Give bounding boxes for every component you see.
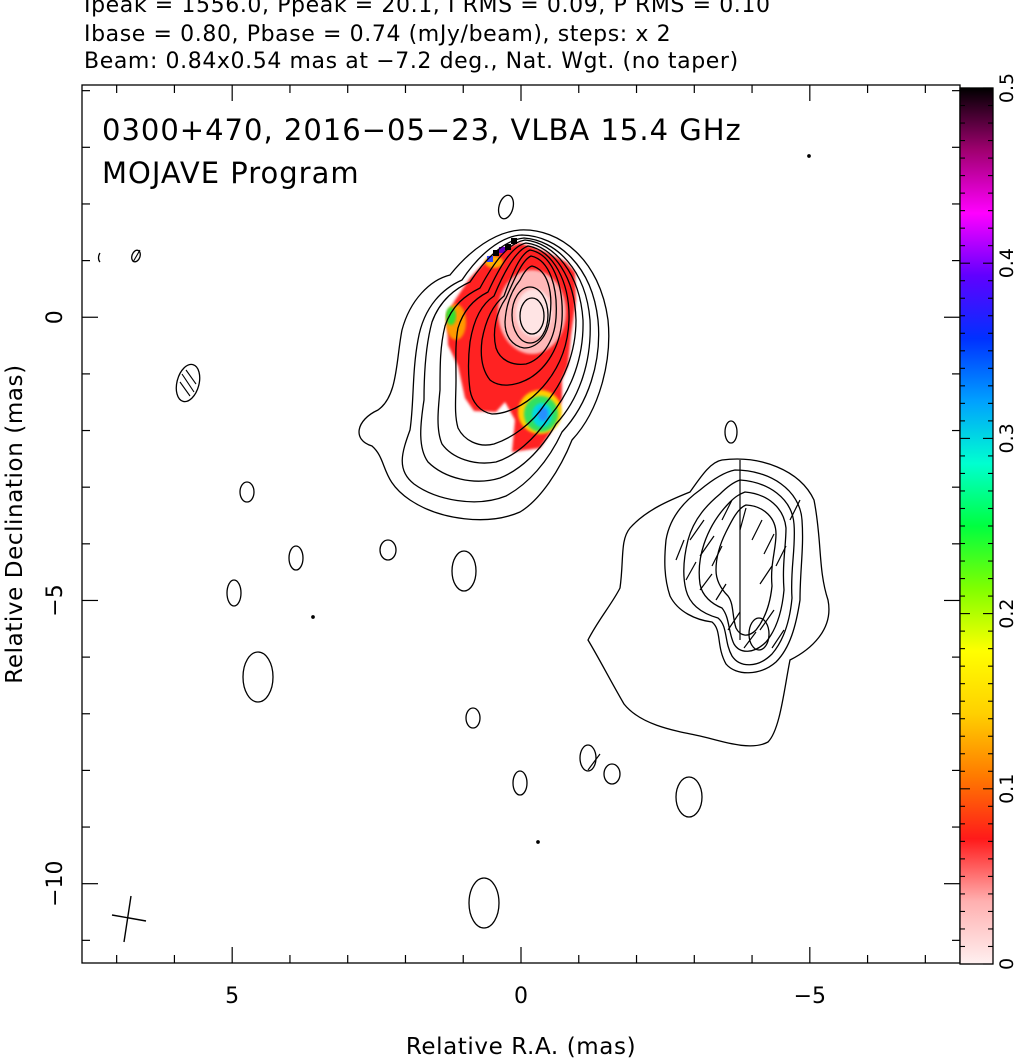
core-contour-5 [454,242,577,446]
noise-contour-14 [468,877,500,929]
noise-contour-8 [242,651,274,703]
hatch-3 [179,381,191,397]
evpa-tick-18 [727,611,741,631]
jet-knot-contour [748,617,770,651]
polarization-top-pixel-3 [505,244,511,250]
colorbar [959,87,994,965]
noise-contour-1 [497,194,515,220]
noise-contour-16 [131,249,141,263]
noise-contour-6 [451,550,477,592]
hatch-2 [185,369,197,385]
hatch-marks [132,249,197,397]
beam-minor-axis [111,914,147,922]
colorbar-tick-label: 0.2 [996,598,1018,628]
evpa-tick-11 [699,573,713,591]
chart-title: 0300+470, 2016−05−23, VLBA 15.4 GHz [102,113,742,147]
evpa-tick-13 [685,561,697,581]
noise-contour-9 [465,707,481,729]
y-tick-label: −10 [43,860,68,906]
noise-contour-2 [175,363,201,403]
evpa-tick-2 [699,535,715,557]
jet-contour-4 [698,491,787,652]
chart-subtitle: MOJAVE Program [102,156,360,190]
noise-contour-10 [579,744,597,772]
plot-frame [81,84,961,964]
axis-ticks [82,85,960,963]
noise-contour-17 [97,252,101,263]
core-contour-1 [358,229,610,521]
noise-contour-3 [239,481,255,503]
colorbar-tick-label: 0.3 [996,423,1018,453]
x-tick-label: −5 [794,984,826,1009]
polarization-top-pixel-1 [493,250,499,256]
evpa-tick-9 [775,545,787,567]
noise-contour-5 [379,539,397,561]
noise-dot-2 [536,840,540,844]
colorbar-tick-labels: 0 0.1 0.2 0.3 0.4 0.5 [996,73,1018,970]
evpa-tick-16 [743,631,757,649]
evpa-tick-20 [587,753,601,771]
core-contour-9 [504,265,552,349]
evpa-tick-14 [759,565,773,585]
evpa-tick-17 [771,629,785,649]
colorbar-tick-label: 0.5 [996,73,1018,103]
core-contour-2 [401,234,600,503]
beam-major-axis [123,895,132,943]
core-contour-6 [467,245,570,415]
jet-contour-5 [715,504,777,636]
colorbar-tick-label: 0.1 [996,774,1018,804]
evpa-tick-8 [763,533,775,555]
noise-contour-15 [724,420,738,444]
evpa-tick-12 [715,583,727,601]
jet-contour-1 [587,458,830,747]
evpa-tick-19 [675,539,685,561]
evpa-tick-5 [739,507,747,531]
colorbar-ticks [960,87,993,965]
y-tick-label: 0 [43,310,68,324]
colorbar-tick-label: 0.4 [996,248,1018,278]
beam-marker [111,895,147,943]
y-axis-label: Relative Declination (mas) [2,364,28,683]
evpa-tick-15 [759,609,775,631]
y-tick-label: −5 [43,584,68,616]
x-axis-label: Relative R.A. (mas) [406,1034,636,1060]
noise-dot-3 [807,154,811,158]
core-contour-7 [480,249,563,386]
noise-contour-7 [226,579,242,607]
evpa-tick-1 [689,519,705,541]
tick-labels: 5 0 −5 0 −5 −10 [43,310,826,1009]
core-contour-11 [519,297,545,335]
polarization-top-pixel-2 [499,247,505,253]
header-line-beam: Beam: 0.84x0.54 mas at −7.2 deg., Nat. W… [84,49,739,74]
jet-contour-2 [664,469,804,674]
polarization-edge-green [446,307,456,325]
evpa-tick-3 [711,545,723,567]
intensity-contours [97,154,830,929]
noise-contour-12 [512,770,528,796]
header-line-peak-values: Ipeak = 1556.0, Ppeak = 20.1, I RMS = 0.… [84,0,771,18]
evpa-ticks [587,460,801,771]
core-contour-4 [437,239,584,464]
x-tick-label: 0 [514,984,528,1009]
evpa-tick-7 [751,519,763,541]
x-tick-label: 5 [225,984,239,1009]
noise-contour-13 [675,776,703,818]
evpa-tick-4 [721,499,733,521]
jet-contour-3 [683,479,796,666]
fractional-polarization-image [446,238,576,452]
polarization-knot-blue [538,407,548,421]
header-line-base-values: Ibase = 0.80, Pbase = 0.74 (mJy/beam), s… [84,22,672,47]
hatch-1 [181,373,195,393]
colorbar-tick-label: 0 [996,958,1018,970]
noise-contour-4 [288,545,304,571]
core-contour-8 [493,255,557,366]
noise-contour-11 [603,763,621,785]
noise-dot-1 [311,615,315,619]
evpa-tick-10 [789,499,801,521]
polarization-top-pixel-5 [487,256,493,262]
core-contour-10 [511,286,549,344]
core-contour-3 [420,237,591,482]
hatch-4 [132,249,141,263]
